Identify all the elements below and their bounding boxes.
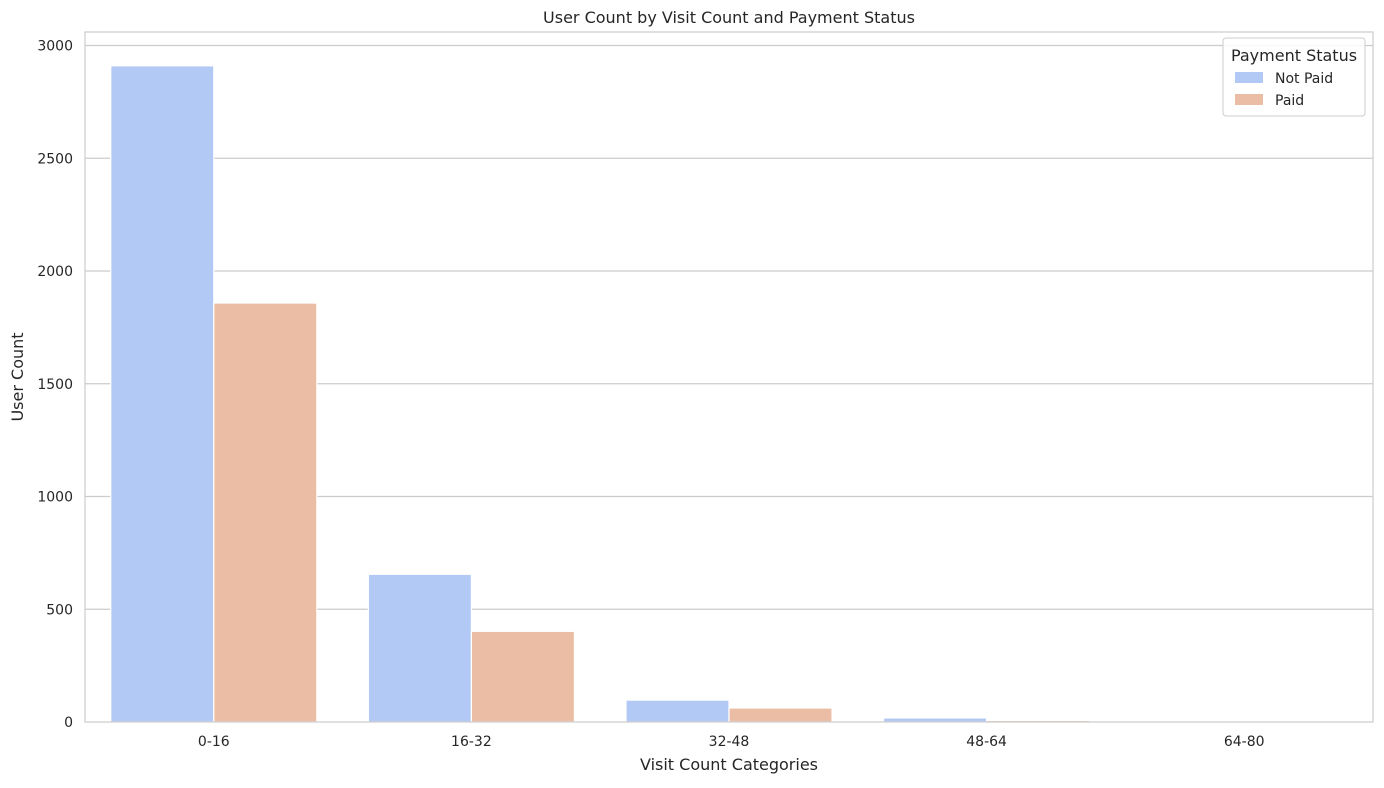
bar-paid-16-32: [471, 631, 574, 722]
x-tick-label: 16-32: [451, 734, 492, 750]
bar-not-paid-48-64: [884, 718, 987, 722]
x-axis-label: Visit Count Categories: [640, 755, 818, 774]
y-tick-label: 2000: [37, 264, 73, 280]
bar-paid-32-48: [729, 708, 832, 722]
legend-title: Payment Status: [1231, 46, 1357, 65]
x-tick-label: 32-48: [709, 734, 750, 750]
y-axis-label: User Count: [8, 332, 27, 421]
bar-not-paid-0-16: [111, 66, 214, 722]
bar-not-paid-32-48: [626, 700, 729, 722]
y-tick-label: 500: [46, 602, 73, 618]
x-tick-labels: 0-16 16-32 32-48 48-64 64-80: [198, 734, 1265, 750]
chart-title: User Count by Visit Count and Payment St…: [543, 8, 915, 27]
bars: [111, 66, 1347, 722]
legend-label: Paid: [1275, 93, 1304, 109]
legend: Payment Status Not Paid Paid: [1223, 38, 1365, 116]
x-tick-label: 0-16: [198, 734, 230, 750]
y-tick-labels: 0 500 1000 1500 2000 2500 3000: [37, 39, 73, 731]
y-tick-label: 0: [64, 715, 73, 731]
y-tick-label: 1000: [37, 490, 73, 506]
bar-not-paid-16-32: [368, 574, 471, 722]
x-tick-label: 64-80: [1224, 734, 1265, 750]
x-tick-label: 48-64: [966, 734, 1007, 750]
legend-label: Not Paid: [1275, 71, 1333, 87]
legend-swatch: [1235, 72, 1263, 83]
legend-swatch: [1235, 94, 1263, 105]
bar-paid-0-16: [214, 303, 317, 722]
y-tick-label: 2500: [37, 151, 73, 167]
y-tick-label: 1500: [37, 377, 73, 393]
y-tick-label: 3000: [37, 39, 73, 55]
